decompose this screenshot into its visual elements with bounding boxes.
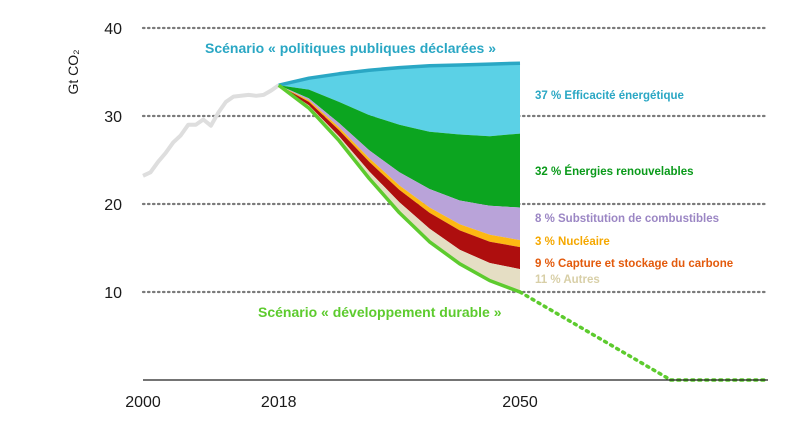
wedge-area [278,63,520,137]
chart-labels: Scénario « politiques publiques déclarée… [205,40,733,320]
y-axis-label: Gt CO₂ [65,49,81,94]
wedge-area [278,85,520,292]
sustainable-extension-line [518,290,673,382]
wedge-label: 3 % Nucléaire [535,236,610,248]
sustainable-development-line [277,83,521,294]
wedge-label: 11 % Autres [535,274,600,286]
wedge-label: 32 % Énergies renouvelables [535,165,694,178]
axes: 10 20 30 40 2000 2018 2050 Gt CO₂ [65,21,768,411]
wedge-label: 8 % Substitution de combustibles [535,213,719,225]
history-line [142,83,280,178]
y-tick-label: 20 [104,197,122,214]
stated-policies-label: Scénario « politiques publiques déclarée… [205,40,496,56]
x-tick-label: 2018 [261,394,297,411]
sustainable-development-label: Scénario « développement durable » [258,304,502,320]
wedge-label: 37 % Efficacité énergétique [535,90,684,102]
wedge-label: 9 % Capture et stockage du carbone [535,258,733,270]
x-tick-label: 2000 [125,394,161,411]
wedge-area [278,85,520,208]
stated-policies-line [278,61,521,87]
y-tick-label: 40 [104,21,122,38]
abatement-wedges [278,63,520,292]
y-tick-label: 10 [104,285,122,302]
x-tick-label: 2050 [502,394,538,411]
wedge-area [278,85,520,270]
wedge-area [278,85,520,241]
y-tick-label: 30 [104,109,122,126]
